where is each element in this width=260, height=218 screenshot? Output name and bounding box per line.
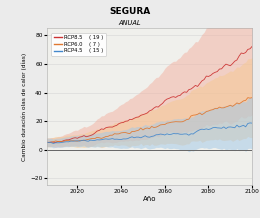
Text: SEGURA: SEGURA <box>109 7 151 15</box>
Text: ANUAL: ANUAL <box>119 20 141 26</box>
Y-axis label: Cambio duración olas de calor (días): Cambio duración olas de calor (días) <box>22 53 28 161</box>
Legend: RCP8.5    ( 19 ), RCP6.0    ( 7 ), RCP4.5    ( 15 ): RCP8.5 ( 19 ), RCP6.0 ( 7 ), RCP4.5 ( 15… <box>51 32 106 56</box>
X-axis label: Año: Año <box>143 196 156 202</box>
